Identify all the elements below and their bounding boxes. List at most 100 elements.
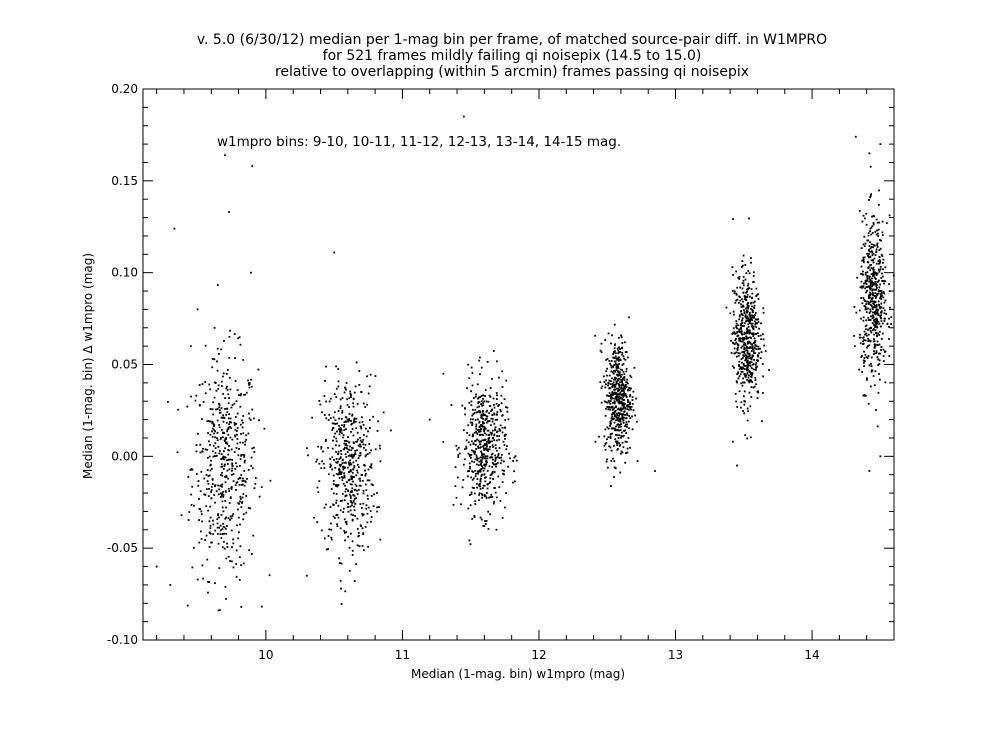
data-point	[198, 384, 201, 386]
data-point	[741, 366, 744, 369]
data-point	[876, 319, 878, 322]
data-point	[741, 384, 744, 387]
data-point	[500, 453, 503, 456]
data-point	[483, 400, 486, 403]
data-point	[489, 496, 492, 498]
data-point	[878, 359, 881, 362]
data-point	[611, 377, 613, 380]
data-point	[755, 366, 757, 369]
data-point	[746, 319, 749, 322]
data-point	[234, 462, 237, 465]
data-point	[227, 417, 230, 420]
data-point	[743, 312, 746, 315]
data-point	[870, 356, 873, 359]
data-point	[479, 487, 482, 490]
data-point	[867, 249, 870, 252]
data-point	[268, 574, 271, 577]
data-point	[610, 417, 613, 420]
data-point	[352, 461, 355, 464]
data-point	[610, 370, 613, 373]
data-point	[497, 405, 500, 407]
data-point	[613, 402, 616, 405]
data-point	[455, 496, 458, 499]
data-point	[604, 386, 607, 389]
data-point	[493, 412, 495, 415]
data-point	[875, 350, 878, 353]
data-point	[745, 364, 748, 367]
data-point	[747, 362, 750, 365]
data-point	[872, 261, 875, 264]
data-point	[866, 278, 869, 281]
data-point	[210, 491, 212, 493]
data-point	[491, 377, 493, 380]
data-point	[362, 492, 365, 495]
data-point	[493, 433, 496, 436]
data-point	[741, 314, 744, 317]
data-point	[735, 341, 738, 344]
data-point	[320, 467, 323, 470]
data-point	[749, 347, 751, 349]
data-point	[754, 314, 756, 316]
data-point	[333, 435, 336, 438]
data-point	[610, 460, 613, 462]
data-point	[476, 406, 479, 409]
data-point	[743, 338, 745, 341]
data-point	[875, 251, 878, 254]
data-point	[504, 419, 507, 421]
data-point	[622, 399, 625, 402]
data-point	[494, 491, 497, 494]
data-point	[216, 526, 219, 529]
data-point	[472, 487, 475, 489]
data-point	[618, 346, 620, 349]
data-point	[880, 302, 883, 305]
data-point	[750, 332, 753, 335]
data-point	[733, 366, 735, 369]
data-point	[477, 447, 480, 449]
data-point	[219, 473, 222, 476]
data-point	[206, 469, 209, 471]
data-point	[344, 539, 346, 542]
data-point	[221, 474, 224, 477]
data-point	[499, 462, 502, 465]
data-point	[341, 476, 343, 478]
data-point	[748, 340, 750, 343]
data-point	[351, 501, 354, 504]
data-point	[491, 418, 494, 420]
data-point	[500, 459, 503, 462]
data-point	[323, 537, 326, 540]
data-point	[474, 419, 477, 421]
data-point	[494, 454, 497, 457]
data-point	[501, 386, 504, 388]
data-point	[480, 450, 482, 453]
data-point	[218, 567, 221, 570]
data-point	[190, 503, 193, 506]
data-point	[374, 448, 377, 451]
data-point	[867, 355, 870, 357]
data-point	[350, 463, 353, 466]
data-point	[468, 494, 471, 496]
data-point	[345, 456, 348, 458]
data-point	[755, 361, 758, 364]
data-point	[735, 326, 738, 329]
data-point	[355, 427, 358, 430]
data-point	[213, 425, 215, 427]
data-point	[877, 260, 880, 263]
data-point	[338, 425, 340, 427]
data-point	[756, 318, 759, 321]
data-point	[611, 406, 614, 409]
data-point	[616, 379, 619, 382]
data-point	[219, 533, 222, 536]
data-point	[617, 373, 620, 376]
data-point	[741, 324, 744, 327]
data-point	[860, 356, 863, 358]
data-point	[488, 420, 491, 422]
data-point	[203, 493, 206, 496]
data-point	[503, 473, 505, 476]
data-point	[629, 402, 631, 404]
data-point	[332, 416, 335, 419]
data-point	[218, 423, 220, 426]
data-point	[870, 363, 872, 365]
data-point	[754, 318, 757, 321]
data-point	[758, 352, 761, 355]
data-point	[234, 357, 236, 359]
